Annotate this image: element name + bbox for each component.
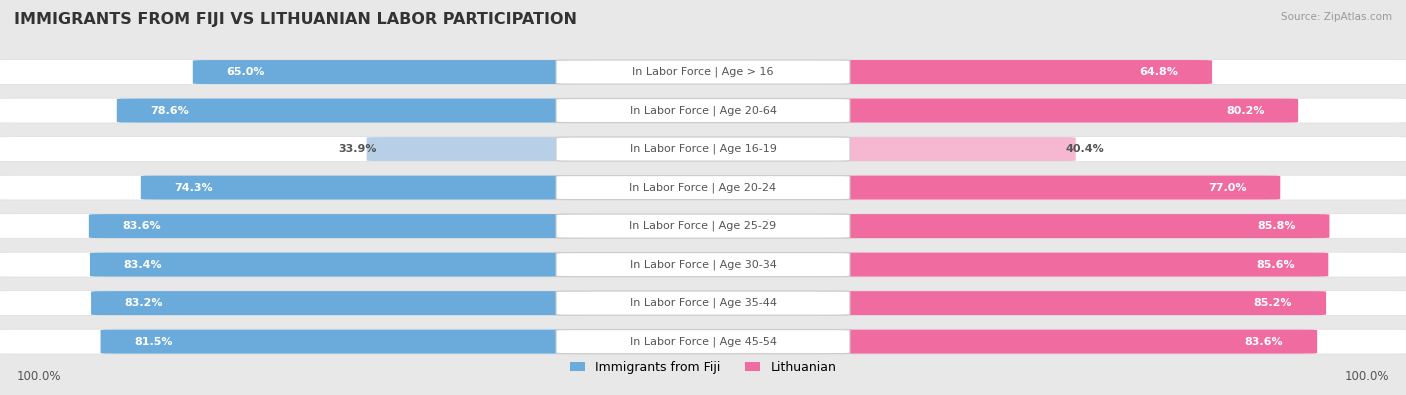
FancyBboxPatch shape xyxy=(0,329,1406,354)
FancyBboxPatch shape xyxy=(0,60,1406,85)
Text: 64.8%: 64.8% xyxy=(1139,67,1178,77)
Text: 100.0%: 100.0% xyxy=(17,370,62,383)
Text: 83.6%: 83.6% xyxy=(1244,337,1284,347)
FancyBboxPatch shape xyxy=(815,175,1281,199)
FancyBboxPatch shape xyxy=(815,329,1317,354)
Text: 33.9%: 33.9% xyxy=(337,144,377,154)
FancyBboxPatch shape xyxy=(557,214,849,238)
FancyBboxPatch shape xyxy=(557,175,849,199)
FancyBboxPatch shape xyxy=(0,98,1406,123)
Text: 78.6%: 78.6% xyxy=(150,105,190,116)
FancyBboxPatch shape xyxy=(557,60,849,84)
FancyBboxPatch shape xyxy=(815,214,1330,238)
FancyBboxPatch shape xyxy=(815,252,1329,276)
Text: In Labor Force | Age 30-34: In Labor Force | Age 30-34 xyxy=(630,260,776,270)
Text: 74.3%: 74.3% xyxy=(174,182,214,193)
Text: In Labor Force | Age > 16: In Labor Force | Age > 16 xyxy=(633,67,773,77)
FancyBboxPatch shape xyxy=(0,291,1406,316)
Text: IMMIGRANTS FROM FIJI VS LITHUANIAN LABOR PARTICIPATION: IMMIGRANTS FROM FIJI VS LITHUANIAN LABOR… xyxy=(14,12,576,27)
FancyBboxPatch shape xyxy=(557,329,849,354)
FancyBboxPatch shape xyxy=(0,252,1406,277)
FancyBboxPatch shape xyxy=(557,98,849,122)
FancyBboxPatch shape xyxy=(0,137,1406,162)
Text: In Labor Force | Age 20-24: In Labor Force | Age 20-24 xyxy=(630,182,776,193)
FancyBboxPatch shape xyxy=(815,98,1298,122)
FancyBboxPatch shape xyxy=(557,291,849,315)
FancyBboxPatch shape xyxy=(815,291,1326,315)
FancyBboxPatch shape xyxy=(0,214,1406,239)
Text: 65.0%: 65.0% xyxy=(226,67,266,77)
Text: 83.6%: 83.6% xyxy=(122,221,162,231)
Text: 85.8%: 85.8% xyxy=(1257,221,1296,231)
FancyBboxPatch shape xyxy=(367,137,591,161)
FancyBboxPatch shape xyxy=(91,291,591,315)
FancyBboxPatch shape xyxy=(557,252,849,276)
FancyBboxPatch shape xyxy=(141,175,591,199)
FancyBboxPatch shape xyxy=(0,175,1406,200)
Legend: Immigrants from Fiji, Lithuanian: Immigrants from Fiji, Lithuanian xyxy=(569,361,837,374)
FancyBboxPatch shape xyxy=(557,137,849,161)
FancyBboxPatch shape xyxy=(815,60,1212,84)
Text: 40.4%: 40.4% xyxy=(1066,144,1105,154)
Text: 100.0%: 100.0% xyxy=(1344,370,1389,383)
Text: In Labor Force | Age 35-44: In Labor Force | Age 35-44 xyxy=(630,298,776,308)
Text: 83.4%: 83.4% xyxy=(124,260,162,270)
FancyBboxPatch shape xyxy=(815,137,1076,161)
FancyBboxPatch shape xyxy=(89,214,591,238)
Text: Source: ZipAtlas.com: Source: ZipAtlas.com xyxy=(1281,12,1392,22)
Text: In Labor Force | Age 20-64: In Labor Force | Age 20-64 xyxy=(630,105,776,116)
Text: 77.0%: 77.0% xyxy=(1208,182,1247,193)
Text: In Labor Force | Age 16-19: In Labor Force | Age 16-19 xyxy=(630,144,776,154)
FancyBboxPatch shape xyxy=(193,60,591,84)
FancyBboxPatch shape xyxy=(90,252,591,276)
Text: 83.2%: 83.2% xyxy=(125,298,163,308)
FancyBboxPatch shape xyxy=(101,329,591,354)
Text: 85.2%: 85.2% xyxy=(1254,298,1292,308)
Text: 81.5%: 81.5% xyxy=(135,337,173,347)
FancyBboxPatch shape xyxy=(117,98,591,122)
Text: 80.2%: 80.2% xyxy=(1226,105,1264,116)
Text: In Labor Force | Age 25-29: In Labor Force | Age 25-29 xyxy=(630,221,776,231)
Text: 85.6%: 85.6% xyxy=(1256,260,1295,270)
Text: In Labor Force | Age 45-54: In Labor Force | Age 45-54 xyxy=(630,337,776,347)
